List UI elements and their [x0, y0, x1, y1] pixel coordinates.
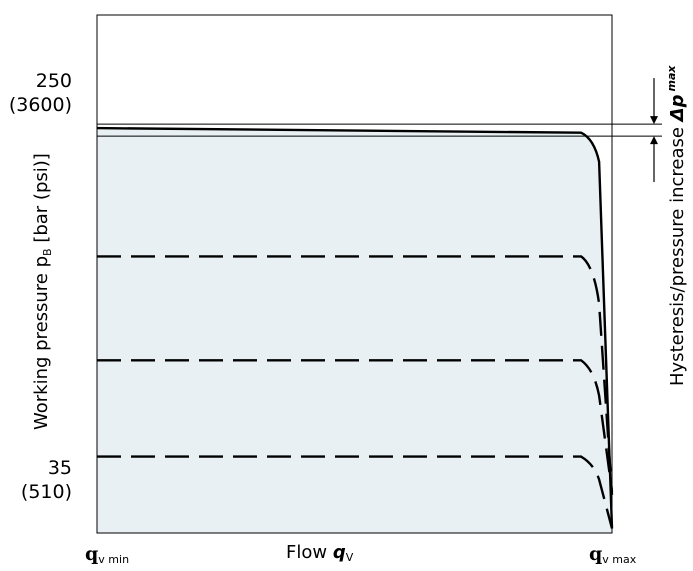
operating-area	[97, 128, 612, 533]
x-tick-qv-max: qv max	[589, 543, 637, 566]
series-line-2	[97, 255, 614, 495]
y-axis-title: Working pressure pB [bar (psi)]	[31, 153, 54, 430]
y-tick-35: 35	[48, 457, 72, 479]
y-tick-35-psi: (510)	[21, 481, 72, 503]
x-axis-title: Flow qV	[286, 542, 354, 564]
hysteresis-marker	[97, 78, 662, 183]
y-tick-250: 250	[36, 70, 72, 92]
y-tick-250-psi: (3600)	[9, 94, 72, 116]
series-layer	[96, 126, 614, 529]
hysteresis-label: Hysteresis/pressure increase Δpmax	[665, 65, 688, 386]
operating-area-layer	[97, 128, 612, 533]
x-tick-qv-min: qv min	[85, 543, 129, 566]
series-line-1	[96, 126, 614, 529]
plot-frame	[96, 14, 613, 534]
series-line-4	[97, 455, 614, 529]
series-line-3	[97, 359, 614, 492]
hysteresis-arrowhead-down	[650, 116, 658, 125]
hysteresis-arrowhead-up	[650, 136, 658, 145]
